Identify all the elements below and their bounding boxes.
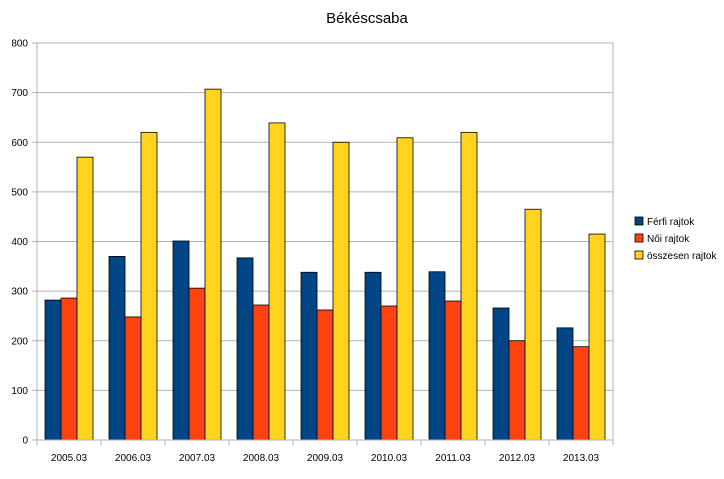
y-tick-label: 0: [22, 436, 28, 447]
bar-2-2010.03: [380, 305, 398, 441]
y-tick-label: 600: [11, 138, 28, 149]
bar-1-2005.03: [44, 299, 62, 441]
legend-label-1: Férfi rajtok: [647, 217, 695, 228]
legend-swatch-2: [634, 233, 644, 243]
x-tick-label: 2007.03: [179, 453, 216, 464]
x-tick-label: 2013.03: [563, 453, 600, 464]
bar-1-2013.03: [556, 327, 574, 441]
bar-2-2013.03: [572, 346, 590, 441]
bar-2-2009.03: [316, 309, 334, 441]
bar-1-2012.03: [492, 307, 510, 441]
y-tick-label: 300: [11, 287, 28, 298]
y-tick-label: 500: [11, 187, 28, 198]
x-tick-label: 2010.03: [371, 453, 408, 464]
bar-1-2007.03: [172, 240, 190, 441]
bar-2-2006.03: [124, 316, 142, 441]
bar-3-2012.03: [524, 208, 542, 441]
bar-3-2005.03: [76, 156, 94, 441]
bar-2-2007.03: [188, 287, 206, 441]
bar-3-2009.03: [332, 141, 350, 441]
y-tick-label: 400: [11, 237, 28, 248]
bar-3-2010.03: [396, 137, 414, 441]
bar-3-2007.03: [204, 88, 222, 441]
bar-2-2005.03: [60, 297, 78, 441]
bar-1-2010.03: [364, 271, 382, 441]
bar-3-2013.03: [588, 233, 606, 441]
bar-3-2008.03: [268, 122, 286, 441]
bar-2-2008.03: [252, 304, 270, 441]
y-tick-label: 100: [11, 386, 28, 397]
legend-label-3: összesen rajtok: [647, 251, 717, 262]
bar-3-2011.03: [460, 131, 478, 441]
bar-1-2008.03: [236, 257, 254, 441]
legend-swatch-3: [634, 250, 644, 260]
bar-1-2011.03: [428, 271, 446, 441]
legend: Férfi rajtok Női rajtok összesen rajtok: [634, 216, 717, 262]
bar-2-2012.03: [508, 340, 526, 441]
x-tick-label: 2011.03: [435, 453, 471, 464]
y-tick-label: 200: [11, 336, 28, 347]
x-axis-ticks: 2005.03 2006.03 2007.03 2008.03 2009.03 2010.…: [36, 440, 614, 464]
bar-3-2006.03: [140, 131, 158, 441]
x-tick-label: 2009.03: [307, 453, 344, 464]
y-axis-ticks: 0 100 200 300 400 500 600 700 800: [11, 39, 37, 447]
x-tick-label: 2005.03: [51, 453, 88, 464]
x-tick-label: 2012.03: [499, 453, 536, 464]
y-tick-label: 800: [11, 39, 28, 50]
x-tick-label: 2006.03: [115, 453, 152, 464]
y-tick-label: 700: [11, 88, 28, 99]
bar-1-2006.03: [108, 255, 126, 441]
chart-title: Békéscsaba: [326, 10, 408, 27]
bar-1-2009.03: [300, 271, 318, 441]
legend-label-2: Női rajtok: [647, 234, 690, 245]
x-tick-label: 2008.03: [243, 453, 280, 464]
bar-2-2011.03: [444, 300, 462, 441]
legend-swatch-1: [634, 216, 644, 226]
